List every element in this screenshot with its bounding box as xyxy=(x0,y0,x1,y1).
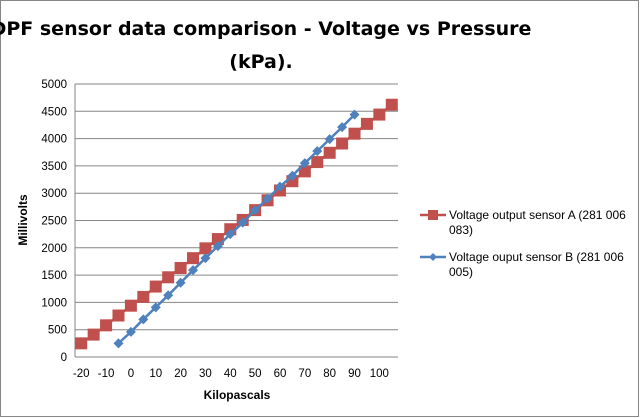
data-point xyxy=(324,134,335,145)
x-tick-label: 70 xyxy=(298,368,311,380)
data-point xyxy=(299,158,310,169)
x-tick-label: -20 xyxy=(73,368,90,380)
data-point xyxy=(237,217,248,228)
data-point xyxy=(200,253,211,264)
data-point xyxy=(250,205,261,216)
legend-label: Voltage output sensor A (281 006 xyxy=(449,208,626,222)
data-point xyxy=(150,302,161,313)
data-point xyxy=(174,262,187,275)
data-point xyxy=(138,314,149,325)
y-axis-ticks: 0 500 1000 1500 2000 2500 3000 3500 4000 4500 5000 xyxy=(41,79,67,364)
y-tick-label: 500 xyxy=(48,325,67,337)
y-tick-label: 1500 xyxy=(41,270,67,282)
y-tick-label: 1000 xyxy=(41,297,67,309)
data-point xyxy=(212,241,223,252)
legend-label: 083) xyxy=(449,223,473,237)
x-tick-label: 0 xyxy=(128,368,134,380)
data-point xyxy=(262,193,273,204)
y-tick-label: 0 xyxy=(61,352,67,364)
data-point xyxy=(360,117,373,130)
data-point xyxy=(385,98,398,111)
data-point xyxy=(287,170,298,181)
data-point xyxy=(149,280,162,293)
data-point xyxy=(87,328,100,341)
data-point xyxy=(124,299,137,312)
data-point xyxy=(373,108,386,121)
data-point xyxy=(225,229,236,240)
x-tick-label: -10 xyxy=(98,368,115,380)
chart-title-line-1: DPF sensor data comparison - Voltage vs … xyxy=(0,18,531,40)
data-point xyxy=(113,338,124,349)
y-tick-label: 2000 xyxy=(41,243,67,255)
x-tick-label: 100 xyxy=(370,368,389,380)
legend: Voltage output sensor A (281 006083)Volt… xyxy=(420,208,626,279)
y-tick-label: 2500 xyxy=(41,216,67,228)
x-tick-label: 10 xyxy=(149,368,162,380)
y-tick-label: 4000 xyxy=(41,134,67,146)
data-point xyxy=(298,165,311,178)
x-axis-ticks: -20 -10 0 10 20 30 40 50 60 70 80 90 100 xyxy=(73,368,389,380)
series-group xyxy=(75,98,398,350)
x-tick-label: 60 xyxy=(274,368,287,380)
y-tick-label: 3000 xyxy=(41,188,67,200)
data-point xyxy=(100,319,113,332)
x-tick-label: 30 xyxy=(199,368,212,380)
data-point xyxy=(323,146,336,159)
series-b xyxy=(113,109,360,349)
x-axis-label: Kilopascals xyxy=(204,388,271,402)
legend-label: 005) xyxy=(449,265,473,279)
y-axis-label: Millivolts xyxy=(16,194,30,246)
data-point xyxy=(199,242,212,255)
data-point xyxy=(137,290,150,303)
data-point xyxy=(187,252,200,265)
data-point xyxy=(311,156,324,169)
data-point xyxy=(274,181,285,192)
legend-label: Voltage ouput sensor B (281 006 xyxy=(449,250,624,264)
x-tick-label: 50 xyxy=(249,368,262,380)
data-point xyxy=(312,146,323,157)
data-point xyxy=(428,210,438,220)
data-point xyxy=(162,271,175,284)
chart-title-line-2: (kPa). xyxy=(229,51,292,73)
x-tick-label: 90 xyxy=(348,368,361,380)
data-point xyxy=(75,337,88,350)
data-point xyxy=(125,326,136,337)
data-point xyxy=(337,122,348,133)
data-point xyxy=(348,127,361,140)
data-point xyxy=(112,309,125,322)
data-point xyxy=(188,265,199,276)
x-tick-label: 80 xyxy=(323,368,336,380)
data-point xyxy=(429,253,437,261)
x-tick-label: 20 xyxy=(174,368,187,380)
data-point xyxy=(175,277,186,288)
y-tick-label: 3500 xyxy=(41,161,67,173)
y-tick-label: 4500 xyxy=(41,106,67,118)
y-tick-label: 5000 xyxy=(41,79,67,91)
x-tick-label: 40 xyxy=(224,368,237,380)
data-point xyxy=(163,290,174,301)
data-point xyxy=(336,137,349,150)
data-point xyxy=(349,109,360,120)
